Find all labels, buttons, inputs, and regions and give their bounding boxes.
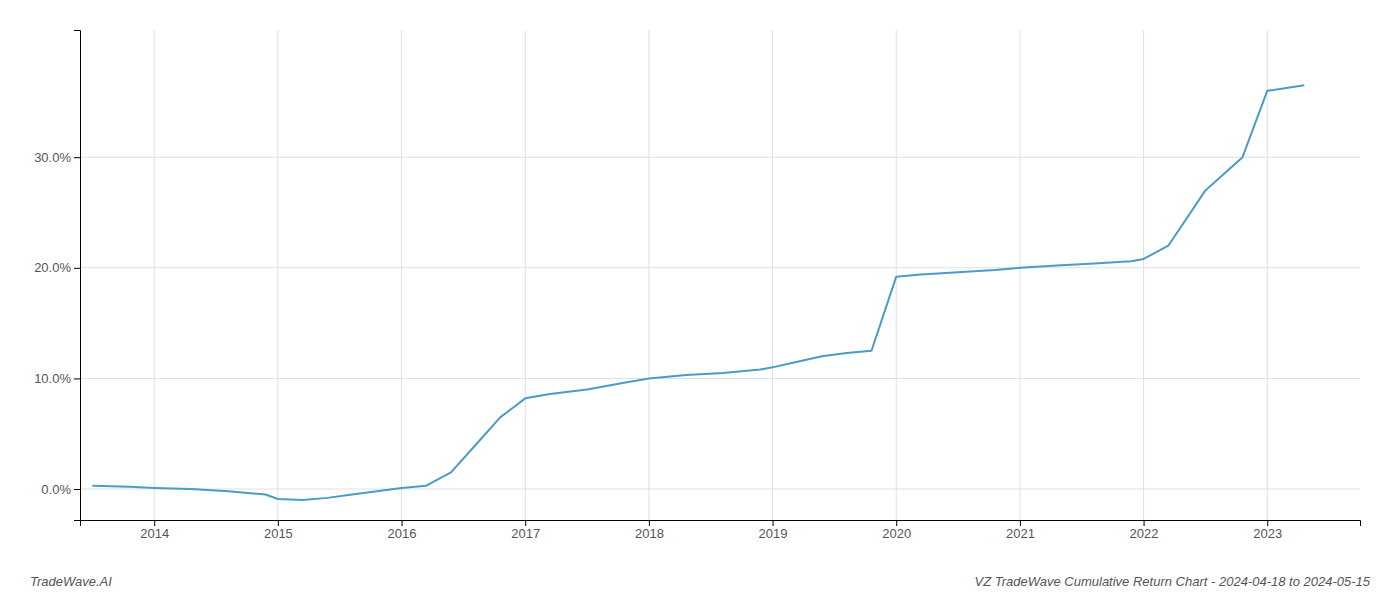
x-tick: 2016 [388, 520, 417, 541]
grid-line-x [1267, 30, 1268, 520]
x-tick-mark [154, 520, 155, 526]
chart: 2014 2015 2016 2017 2018 2019 2020 2021 2022 2023… [0, 0, 1400, 600]
x-tick-label: 2021 [1006, 526, 1035, 541]
x-tick-mark [1020, 520, 1021, 526]
x-tick: 2021 [1006, 520, 1035, 541]
x-axis: 2014 2015 2016 2017 2018 2019 2020 2021 2022 2023 [81, 520, 1361, 541]
y-tick-label: 20.0% [34, 260, 71, 275]
x-tick-mark [278, 520, 279, 526]
x-tick: 2022 [1130, 520, 1159, 541]
x-tick-label: 2020 [882, 526, 911, 541]
grid-line-x [648, 30, 649, 520]
grid-line-x [896, 30, 897, 520]
x-tick-mark [773, 520, 774, 526]
x-tick-label: 2023 [1253, 526, 1282, 541]
grid-line-x [277, 30, 278, 520]
x-tick-label: 2018 [635, 526, 664, 541]
grid [80, 30, 1360, 520]
grid-line-x [401, 30, 402, 520]
plot-area: 2014 2015 2016 2017 2018 2019 2020 2021 2022 2023… [34, 30, 1360, 541]
x-tick-mark [896, 520, 897, 526]
grid-line-y [80, 157, 1360, 158]
x-tick: 2018 [635, 520, 664, 541]
x-tick-mark [649, 520, 650, 526]
y-tick: 30.0% [34, 150, 80, 165]
grid-line-x [525, 30, 526, 520]
y-tick: 0.0% [41, 482, 80, 497]
x-tick-mark [402, 520, 403, 526]
series [92, 85, 1304, 500]
y-tick: 10.0% [34, 371, 80, 386]
x-tick-mark [525, 520, 526, 526]
x-tick: 2019 [759, 520, 788, 541]
x-tick-label: 2016 [388, 526, 417, 541]
x-tick: 2023 [1253, 520, 1282, 541]
y-tick-mark [74, 268, 80, 269]
grid-line-y [80, 267, 1360, 268]
y-tick-label: 10.0% [34, 371, 71, 386]
x-tick-label: 2019 [759, 526, 788, 541]
grid-line-x [154, 30, 155, 520]
x-tick: 2017 [511, 520, 540, 541]
y-tick-label: 0.0% [41, 482, 71, 497]
x-axis-line [81, 521, 1361, 527]
y-tick-mark [74, 378, 80, 379]
x-tick-label: 2017 [511, 526, 540, 541]
grid-line-x [772, 30, 773, 520]
y-axis-line [74, 31, 81, 521]
x-tick: 2015 [264, 520, 293, 541]
y-axis: 0.0% 10.0% 20.0% 30.0% [34, 31, 80, 521]
grid-line-x [1143, 30, 1144, 520]
x-tick-mark [1144, 520, 1145, 526]
grid-line-x [1019, 30, 1020, 520]
x-tick-mark [1267, 520, 1268, 526]
x-tick-label: 2022 [1130, 526, 1159, 541]
x-tick-label: 2015 [264, 526, 293, 541]
grid-line-y [80, 489, 1360, 490]
y-tick-label: 30.0% [34, 150, 71, 165]
y-tick-mark [74, 157, 80, 158]
title: VZ TradeWave Cumulative Return Chart - 2… [975, 574, 1371, 589]
x-tick-label: 2014 [140, 526, 169, 541]
annotation: TradeWave.AI [30, 574, 112, 589]
y-tick-mark [74, 489, 80, 490]
x-tick: 2020 [882, 520, 911, 541]
line [92, 85, 1304, 500]
grid-line-y [80, 378, 1360, 379]
x-tick: 2014 [140, 520, 169, 541]
y-tick: 20.0% [34, 260, 80, 275]
